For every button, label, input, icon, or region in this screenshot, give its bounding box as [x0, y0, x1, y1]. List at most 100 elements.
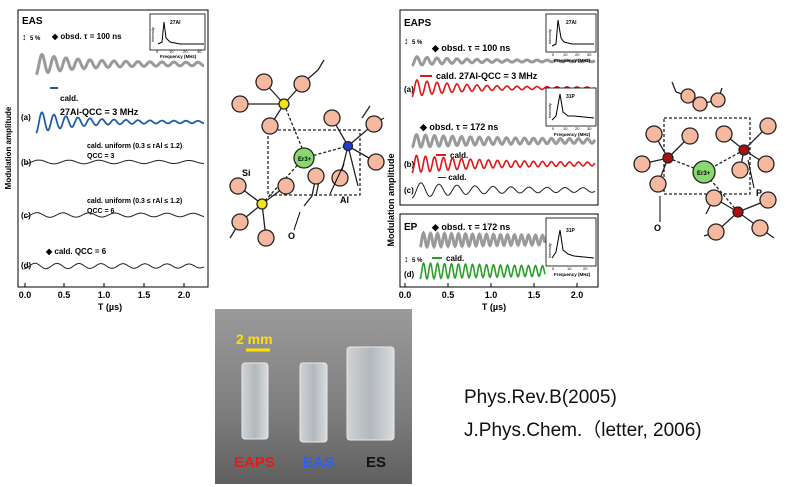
eaps-inset-2-tick-2: 20 — [575, 126, 580, 131]
ep-trace-d-label: (d) — [404, 270, 415, 279]
eas-trace-d — [24, 262, 205, 270]
eas-frame — [17, 9, 209, 288]
si-atom-bottom — [256, 198, 268, 210]
eaps-trace-a-label: (a) — [404, 85, 414, 94]
eaps-inset-1-tick-0: 0 — [552, 52, 555, 57]
ep-calc-label: cald. — [446, 254, 464, 263]
eas-xtick-0: 0.0 — [19, 290, 32, 300]
eas-xlabel: T (µs) — [98, 302, 122, 312]
structure-left-al-label: Al — [340, 195, 349, 205]
eaps-obsd-trace-1 — [411, 55, 596, 67]
eas-x-axis: 0.0 0.5 1.0 1.5 2.0 T (µs) — [19, 283, 191, 312]
ep-inset-xlabel: Frequency (MHz) — [554, 272, 591, 277]
structure-right — [633, 81, 777, 241]
eaps-scalebar-arrow: ↕ — [404, 36, 409, 46]
eaps-calc-b-label: cald. — [450, 151, 468, 160]
eas-trace-d-desc: ◆ cald. QCC = 6 — [45, 247, 107, 256]
eas-inset-nucleus: 27Al — [170, 20, 181, 26]
eaps-x-axis: 0.0 0.5 1.0 1.5 2.0 T (µs) — [399, 283, 583, 312]
eas-obsd-label: ◆ obsd. τ = 100 ns — [51, 32, 122, 41]
photo-label-es: ES — [366, 454, 386, 471]
eas-trace-b-label: (b) — [21, 158, 32, 167]
eaps-obsd-2: ◆ obsd. τ = 172 ns — [419, 122, 498, 132]
ep-inset-frame — [545, 217, 597, 267]
eaps-inset-2-tick-1: 10 — [563, 126, 568, 131]
eaps-panel: EAPS ↕ 5 % Modulation amplitude ◆ obsd. … — [386, 9, 599, 247]
ep-inset-spectrum — [551, 229, 595, 259]
ep-panel: EP ↕ 5 % ◆ obsd. τ = 172 ns cald. (d) 31… — [399, 213, 599, 312]
eaps-sample — [241, 362, 269, 440]
structure-left-dashed-box — [267, 129, 361, 196]
er-ion-right — [692, 160, 716, 184]
ep-tag: EP — [404, 222, 418, 233]
ep-scale-label: 5 % — [412, 258, 423, 264]
structure-left-si-label: Si — [242, 168, 251, 178]
eas-trace-c — [24, 212, 205, 218]
eas-calc-qcc-label: 27Al-QCC = 3 MHz — [60, 107, 139, 117]
eaps-scale-label: 5 % — [412, 40, 423, 46]
ep-trace-d — [419, 261, 546, 281]
eaps-inset-1-tick-1: 10 — [563, 52, 568, 57]
eaps-inset-2-spectrum — [551, 93, 595, 121]
ep-obsd-label: ◆ obsd. τ = 172 ns — [431, 222, 510, 232]
eaps-inset-2-ylabel: Intensity — [547, 103, 552, 118]
ep-obsd-trace — [418, 230, 547, 250]
eaps-inset-2-tick-3: 30 — [587, 126, 592, 131]
structure-right-o-label: O — [654, 223, 661, 233]
citation-jpc: J.Phys.Chem.（letter, 2006) — [464, 420, 702, 441]
eas-trace-b-desc: cald. uniform (0.3 ≤ rAl ≤ 1.2) — [87, 143, 182, 150]
eaps-xtick-3: 1.5 — [528, 290, 541, 300]
eaps-xlabel: T (µs) — [482, 302, 506, 312]
eas-inset-xlabel: Frequency (MHz) — [160, 54, 197, 59]
eas-calc-label: cald. — [60, 94, 78, 103]
photo-label-eas: EAS — [303, 454, 334, 471]
eaps-calc-a-label: cald. 27Al-QCC = 3 MHz — [436, 71, 538, 81]
al-atom — [342, 140, 354, 152]
structure-right-er-label: Er3+ — [697, 171, 711, 177]
structure-left-er-label: Er3+ — [298, 157, 312, 163]
eaps-ylabel: Modulation amplitude — [386, 154, 396, 247]
eaps-inset-2-xlabel: Frequency (MHz) — [554, 132, 591, 137]
eas-trace-a — [35, 111, 204, 134]
eas-scale-label: 5 % — [30, 36, 41, 42]
p-atom-right — [738, 144, 750, 156]
p-atom-bottom — [732, 206, 744, 218]
structure-left-o-arrow — [293, 211, 301, 231]
sample-photo: 2 mm EAPS EAS ES — [215, 309, 412, 484]
structure-left — [229, 59, 385, 247]
eaps-xtick-0: 0.0 — [399, 290, 412, 300]
structure-left-al-arrow — [329, 163, 345, 195]
structure-left-o-label: O — [288, 231, 295, 241]
citation-prb: Phys.Rev.B(2005) — [464, 387, 617, 408]
photo-scale-label: 2 mm — [236, 331, 273, 347]
eaps-xtick-2: 1.0 — [485, 290, 498, 300]
eas-tag: EAS — [22, 16, 43, 27]
eas-inset-tick-0: 0 — [156, 49, 159, 54]
eaps-inset-1-xlabel: Frequency (MHz) — [554, 58, 591, 63]
eaps-inset-2-nucleus: 31P — [566, 94, 576, 100]
eas-inset-tick-2: 20 — [183, 49, 188, 54]
eaps-inset-2-tick-0: 0 — [552, 126, 555, 131]
eaps-tag: EAPS — [404, 18, 432, 29]
eas-panel: EAS ↕ 5 % Modulation amplitude ◆ obsd. τ… — [4, 9, 209, 312]
eaps-inset-1-frame — [545, 13, 597, 53]
eaps-inset-1-tick-2: 20 — [575, 52, 580, 57]
structure-right-p-arrow — [747, 159, 755, 189]
eas-scalebar-arrow: ↕ — [22, 32, 27, 42]
eaps-trace-c — [411, 182, 596, 199]
eaps-inset-1-nucleus: 27Al — [566, 20, 577, 26]
ep-inset-nucleus: 31P — [566, 228, 576, 234]
p-atom-left — [662, 152, 674, 164]
eaps-trace-b — [411, 154, 596, 174]
eaps-trace-b-label: (b) — [404, 160, 415, 169]
eas-xtick-1: 0.5 — [58, 290, 71, 300]
eas-trace-a-label: (a) — [21, 113, 31, 122]
eas-inset-tick-3: 30 — [197, 49, 202, 54]
eas-xtick-2: 1.0 — [98, 290, 111, 300]
ep-inset-ylabel: Intensity — [547, 243, 552, 258]
eas-xtick-4: 2.0 — [178, 290, 191, 300]
eaps-inset-1-ylabel: Intensity — [547, 29, 552, 44]
eaps-trace-c-label: (c) — [404, 186, 414, 195]
eas-trace-b-qcc: QCC = 3 — [87, 153, 115, 160]
